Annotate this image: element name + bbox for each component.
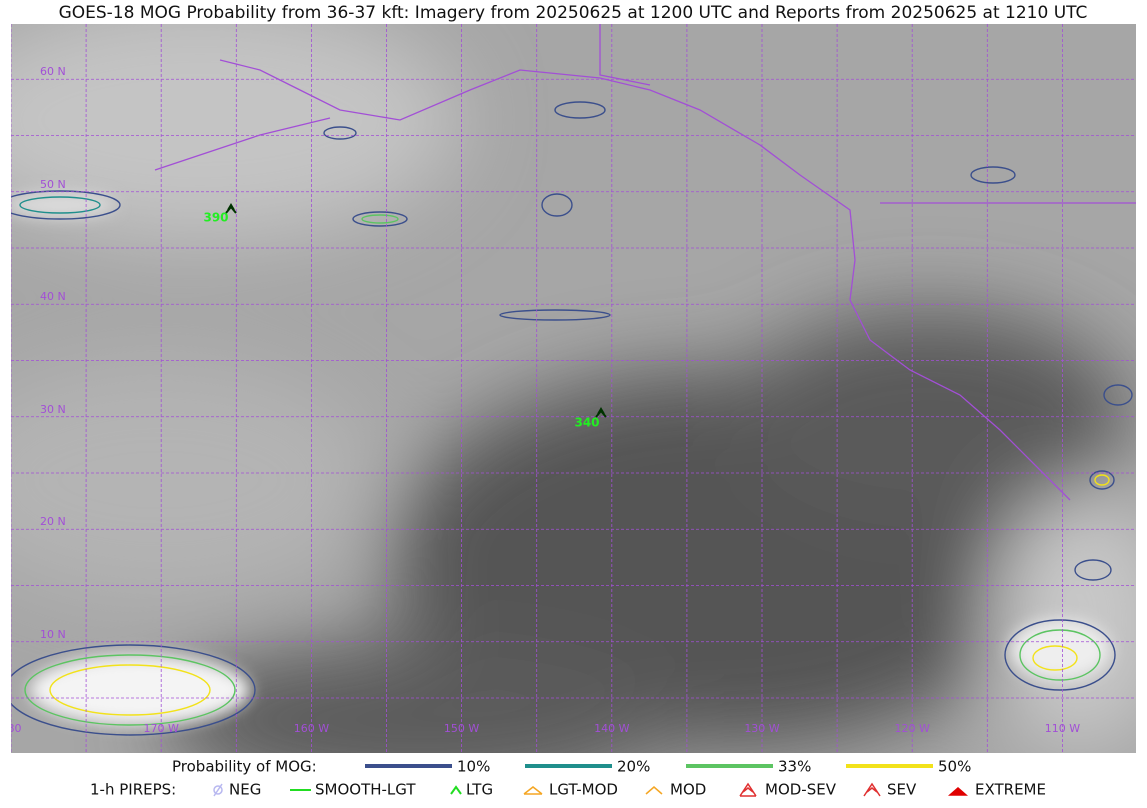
lon-label: 180 — [1, 722, 22, 735]
pirep-label: 390 — [203, 211, 228, 225]
legend-title: 1-h PIREPS: — [90, 781, 176, 799]
legend-label: EXTREME — [975, 781, 1046, 799]
lon-label: 120 W — [895, 722, 930, 735]
lon-label: 110 W — [1045, 722, 1080, 735]
legend-label: SEV — [887, 781, 917, 799]
pirep-icon — [225, 203, 237, 214]
legend-label: LTG — [466, 781, 493, 799]
legend-label: 50% — [938, 758, 971, 776]
graticule — [11, 24, 1136, 753]
coastline — [154, 24, 1136, 501]
lat-label: 40 N — [40, 290, 66, 303]
pireps: 390 340 — [203, 203, 607, 430]
legend-label: MOD-SEV — [765, 781, 837, 799]
pirep-icon — [595, 407, 607, 418]
pirep-icons — [213, 782, 968, 797]
title: GOES-18 MOG Probability from 36-37 kft: … — [59, 3, 1088, 23]
lat-label: 50 N — [40, 178, 66, 191]
legend-label: LGT-MOD — [549, 781, 618, 799]
lon-label: 160 W — [294, 722, 329, 735]
legend-label: SMOOTH-LGT — [315, 781, 416, 799]
lon-label: 170 W — [144, 722, 179, 735]
lat-label: 20 N — [40, 515, 66, 528]
legend-label: NEG — [229, 781, 261, 799]
pirep-label: 340 — [574, 416, 599, 430]
lat-label: 60 N — [40, 65, 66, 78]
legend-label: 33% — [778, 758, 811, 776]
lat-label: 10 N — [40, 628, 66, 641]
lon-label: 140 W — [594, 722, 629, 735]
legend-title: Probability of MOG: — [172, 758, 317, 776]
lon-label: 130 W — [744, 722, 779, 735]
legend-pireps: 1-h PIREPS: NEG SMOOTH-LGT LTG LGT-MOD MOD MO… — [90, 781, 1046, 799]
mog-contours — [11, 101, 1133, 736]
legend-label: 20% — [617, 758, 650, 776]
legend-label: MOD — [670, 781, 706, 799]
lon-label: 150 W — [444, 722, 479, 735]
graticule-labels: 60 N 50 N 40 N 30 N 20 N 10 N 180 170 W 160 W 150… — [1, 65, 1080, 735]
lat-label: 30 N — [40, 403, 66, 416]
legend-label: 10% — [457, 758, 490, 776]
legend-probability: Probability of MOG: 10% 20% 33% 50% — [172, 758, 971, 776]
